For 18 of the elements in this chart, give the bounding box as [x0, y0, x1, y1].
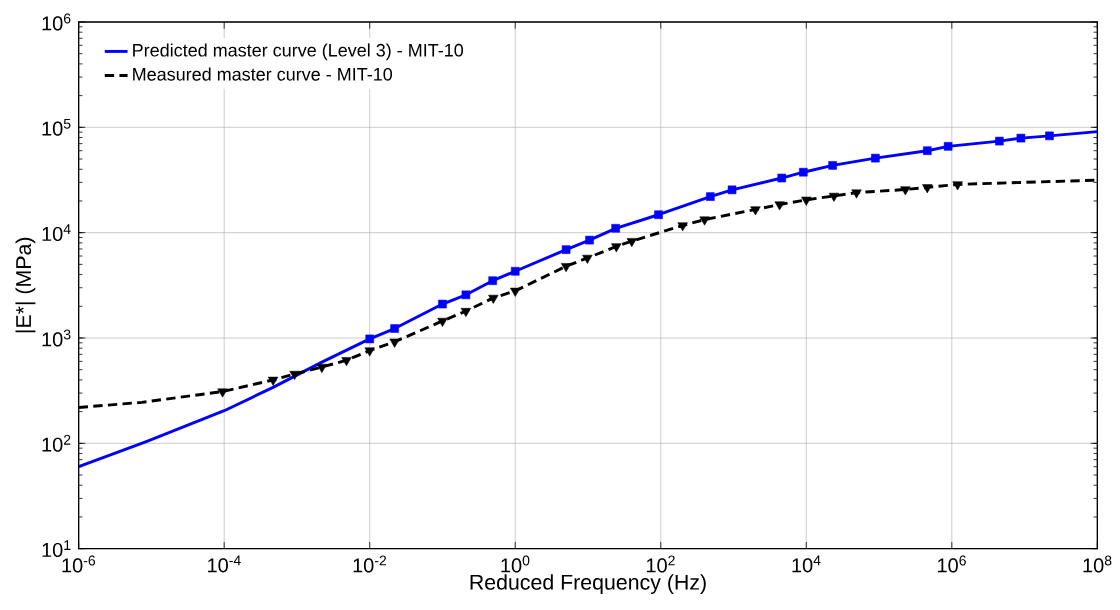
x-tick-label: 10$^{-2}$	[353, 555, 387, 573]
y-tick-label: 10$^{1}$	[42, 540, 71, 558]
x-tick-label: 10$^{8}$	[1083, 555, 1112, 573]
x-tick-label: 10$^{0}$	[501, 555, 530, 573]
x-tick-label: 10$^{2}$	[646, 555, 675, 573]
y-axis-title: |E*| (MPa)	[15, 237, 36, 333]
y-tick-label: 10$^{6}$	[42, 13, 71, 31]
x-tick-label: 10$^{-6}$	[62, 555, 96, 573]
x-axis-title: Reduced Frequency (Hz)	[470, 574, 706, 595]
y-tick-label: 10$^{3}$	[42, 329, 71, 347]
x-tick-label: 10$^{4}$	[792, 555, 821, 573]
y-tick-label: 10$^{4}$	[42, 224, 71, 242]
x-tick-label: 10$^{6}$	[937, 555, 966, 573]
legend-label: Measured master curve - MIT-10	[133, 67, 393, 81]
x-tick-label: 10$^{-4}$	[208, 555, 241, 573]
legend-label: Predicted master curve (Level 3) - MIT-10	[133, 43, 464, 61]
y-tick-label: 10$^{5}$	[42, 118, 71, 136]
y-tick-label: 10$^{2}$	[42, 434, 71, 452]
